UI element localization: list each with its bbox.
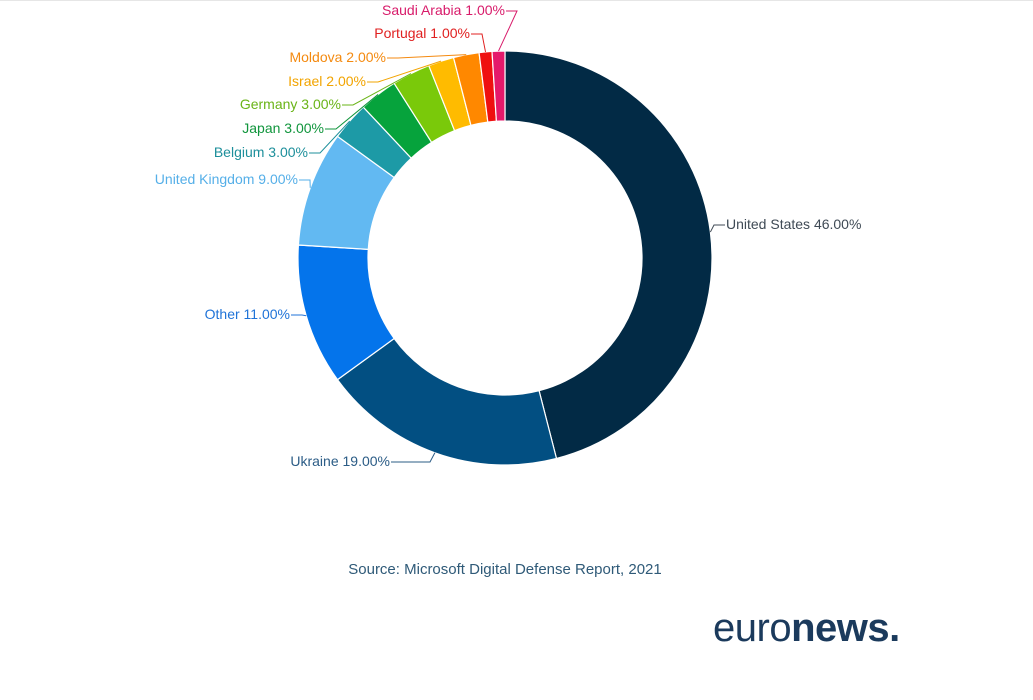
connector-united-states: [709, 224, 725, 233]
connector-germany: [342, 73, 412, 106]
connector-israel: [367, 60, 442, 83]
label-israel: Israel 2.00%: [288, 73, 366, 89]
slice-united-states: [504, 50, 713, 460]
connector-japan: [325, 94, 379, 130]
connector-saudi-arabia: [498, 10, 518, 52]
top-divider: [0, 0, 1033, 1]
label-united-states: United States 46.00%: [726, 216, 861, 232]
source-note: Source: Microsoft Digital Defense Report…: [348, 561, 662, 578]
connector-portugal: [471, 33, 487, 53]
label-moldova: Moldova 2.00%: [289, 49, 386, 65]
connector-moldova: [387, 54, 467, 59]
label-saudi-arabia: Saudi Arabia 1.00%: [382, 2, 505, 18]
label-belgium: Belgium 3.00%: [214, 144, 308, 160]
label-ukraine: Ukraine 19.00%: [290, 453, 390, 469]
label-germany: Germany 3.00%: [240, 96, 341, 112]
connector-belgium: [309, 120, 351, 154]
label-portugal: Portugal 1.00%: [374, 25, 470, 41]
slice-ukraine: [336, 337, 558, 466]
label-other: Other 11.00%: [205, 306, 290, 322]
connector-ukraine: [391, 452, 436, 463]
label-united-kingdom: United Kingdom 9.00%: [155, 171, 298, 187]
connector-other: [291, 314, 307, 317]
label-japan: Japan 3.00%: [242, 120, 324, 136]
connector-united-kingdom: [299, 179, 311, 188]
slice-saudi-arabia: [491, 50, 506, 122]
euronews-logo: euronews.: [713, 606, 900, 650]
